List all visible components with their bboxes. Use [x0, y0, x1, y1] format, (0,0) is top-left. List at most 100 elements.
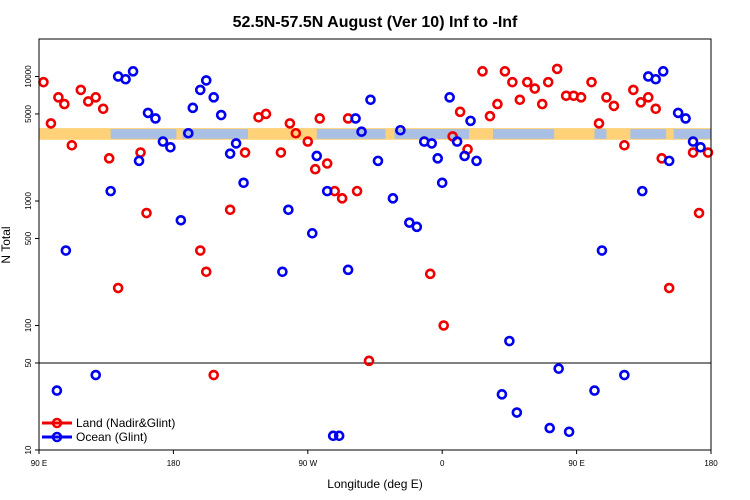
ocean-point	[120, 73, 131, 85]
ocean-point	[283, 204, 294, 216]
ocean-point	[387, 193, 399, 204]
y-tick-label: 10000	[24, 65, 33, 88]
ocean-point	[175, 214, 187, 226]
y-tick-label: 500	[24, 231, 33, 245]
land-point	[608, 100, 620, 112]
land-point	[507, 76, 518, 88]
band-ocean-segment	[182, 129, 249, 139]
land-point	[302, 136, 314, 147]
ocean-point	[432, 153, 444, 164]
land-point	[619, 140, 630, 151]
legend-land-marker	[51, 417, 63, 429]
ocean-point	[471, 155, 482, 167]
data-points	[38, 63, 714, 442]
ocean-point	[436, 177, 448, 189]
ocean-point	[444, 92, 455, 103]
ocean-point	[544, 422, 556, 434]
x-tick-label: 90 E	[31, 459, 47, 468]
band-ocean-segment	[394, 129, 470, 139]
x-tick-label: 90 E	[568, 459, 584, 468]
ocean-point	[637, 185, 648, 197]
ocean-point	[563, 426, 575, 438]
x-tick-label: 180	[704, 459, 718, 468]
land-point	[141, 207, 152, 219]
ocean-point	[208, 92, 220, 103]
land-point	[650, 103, 662, 115]
land-point	[53, 92, 64, 103]
ocean-point	[465, 115, 476, 127]
land-point	[112, 282, 124, 294]
x-tick-label: 0	[440, 459, 445, 468]
ocean-point	[404, 217, 415, 228]
y-tick-label: 1000	[24, 192, 33, 210]
ocean-point	[619, 369, 630, 381]
land-point	[351, 185, 363, 197]
ocean-point	[224, 148, 236, 159]
ocean-point	[194, 84, 206, 96]
ocean-point	[596, 245, 608, 256]
ocean-point	[365, 94, 376, 106]
land-point	[542, 76, 554, 88]
ocean-point	[127, 66, 139, 77]
ocean-point	[200, 75, 212, 86]
land-point	[82, 96, 94, 107]
land-point	[454, 106, 466, 118]
ocean-point	[133, 155, 145, 167]
land-point	[321, 158, 333, 169]
ocean-point	[350, 113, 361, 124]
land-point	[66, 140, 78, 151]
land-point	[514, 94, 526, 106]
ocean-point	[395, 124, 406, 136]
land-ocean-band	[39, 128, 711, 140]
land-point	[635, 97, 647, 108]
ocean-point	[695, 141, 706, 153]
land-point	[642, 92, 654, 103]
y-tick-label: 100	[24, 318, 33, 332]
land-point	[693, 207, 705, 219]
ocean-point	[90, 369, 102, 381]
plot-frame	[38, 38, 712, 451]
land-point	[200, 266, 212, 278]
band-ocean-segment	[110, 129, 177, 139]
y-axis: 10 50 100 500 1000 5000 10000	[24, 65, 39, 454]
ocean-point	[657, 66, 669, 77]
ocean-point	[277, 266, 288, 278]
x-axis: 90 E 180 90 W 0 90 E 180	[31, 450, 718, 468]
land-point	[284, 118, 296, 129]
chart-title: 52.5N-57.5N August (Ver 10) Inf to -Inf	[233, 14, 518, 31]
legend: Land (Nadir&Glint) Ocean (Glint)	[42, 416, 175, 444]
land-point	[702, 147, 714, 158]
ocean-point	[215, 109, 227, 121]
ocean-point	[238, 177, 249, 189]
land-point	[529, 83, 541, 94]
land-point	[438, 320, 449, 331]
band-ocean-segment	[492, 129, 555, 139]
land-point	[97, 103, 109, 115]
land-point	[90, 92, 102, 103]
band-ocean-segment	[673, 129, 711, 139]
ocean-point	[451, 136, 463, 147]
land-point	[477, 66, 488, 77]
land-point	[309, 163, 321, 175]
ocean-point	[426, 138, 438, 149]
ocean-point	[183, 127, 194, 139]
ocean-point	[142, 107, 154, 119]
ocean-point	[342, 264, 354, 276]
x-tick-label: 90 W	[298, 459, 317, 468]
band-ocean-segment	[594, 129, 607, 139]
ocean-point	[105, 185, 116, 197]
ocean-point	[496, 389, 508, 400]
ocean-point	[504, 335, 515, 347]
land-point	[75, 84, 87, 96]
ocean-point	[589, 385, 600, 396]
ocean-point	[51, 385, 63, 396]
y-axis-label: N Total	[0, 226, 13, 263]
ocean-point	[327, 430, 339, 442]
ocean-point	[672, 107, 684, 119]
ocean-point	[372, 155, 384, 167]
ocean-point	[187, 102, 199, 114]
land-point	[336, 193, 348, 204]
land-point	[135, 147, 146, 158]
